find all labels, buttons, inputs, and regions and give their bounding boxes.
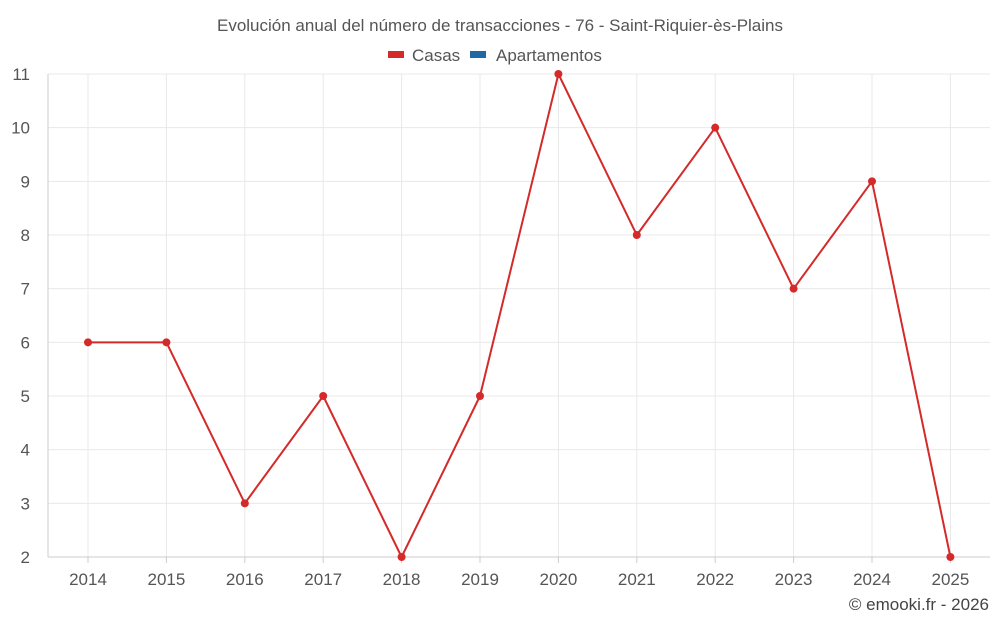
data-point[interactable] [868, 177, 876, 186]
x-tick-label: 2022 [696, 570, 734, 589]
x-tick-label: 2019 [461, 570, 499, 589]
data-point[interactable] [240, 499, 249, 508]
y-tick-label: 9 [21, 172, 30, 191]
x-tick-label: 2023 [775, 570, 813, 589]
y-tick-label: 11 [12, 65, 30, 84]
legend-label-casas[interactable]: Casas [412, 46, 460, 65]
legend: Casas Apartamentos [388, 46, 602, 65]
y-tick-label: 6 [21, 333, 30, 352]
x-tick-label: 2021 [618, 570, 656, 589]
y-tick-label: 8 [21, 226, 30, 245]
chart-title: Evolución anual del número de transaccio… [217, 16, 783, 35]
data-point[interactable] [632, 231, 641, 239]
x-tick-label: 2025 [931, 570, 969, 589]
data-point[interactable] [397, 553, 406, 561]
x-axis-ticks: 2014 2015 2016 2017 2018 2019 2020 2021 2022 2023… [69, 570, 969, 589]
x-tick-label: 2016 [226, 570, 264, 589]
data-point[interactable] [162, 338, 171, 347]
data-point[interactable] [711, 123, 720, 132]
legend-label-apartamentos[interactable]: Apartamentos [496, 46, 602, 65]
series-casas [84, 70, 955, 561]
data-point[interactable] [84, 338, 92, 347]
y-tick-label: 5 [21, 387, 30, 406]
legend-swatch-casas[interactable] [388, 51, 404, 58]
x-tick-label: 2017 [304, 570, 342, 589]
y-tick-label: 2 [21, 548, 30, 567]
data-point[interactable] [319, 392, 328, 400]
x-tick-label: 2024 [853, 570, 891, 589]
data-point[interactable] [476, 392, 484, 400]
data-point[interactable] [554, 70, 563, 78]
axes [47, 74, 990, 563]
y-tick-label: 4 [21, 441, 30, 460]
data-point[interactable] [946, 553, 955, 561]
x-tick-label: 2015 [147, 570, 185, 589]
credit-text: © emooki.fr - 2026 [849, 595, 989, 614]
series-line-casas [88, 73, 952, 558]
data-point[interactable] [789, 284, 798, 293]
grid [48, 73, 990, 557]
x-tick-label: 2020 [539, 570, 577, 589]
y-axis-ticks: 2 3 4 5 6 7 8 9 10 11 [11, 65, 30, 567]
x-tick-label: 2014 [69, 570, 107, 589]
y-tick-label: 7 [21, 280, 30, 299]
x-tick-label: 2018 [383, 570, 421, 589]
legend-swatch-apartamentos[interactable] [470, 51, 486, 58]
y-tick-label: 10 [11, 119, 30, 138]
y-tick-label: 3 [21, 494, 30, 513]
